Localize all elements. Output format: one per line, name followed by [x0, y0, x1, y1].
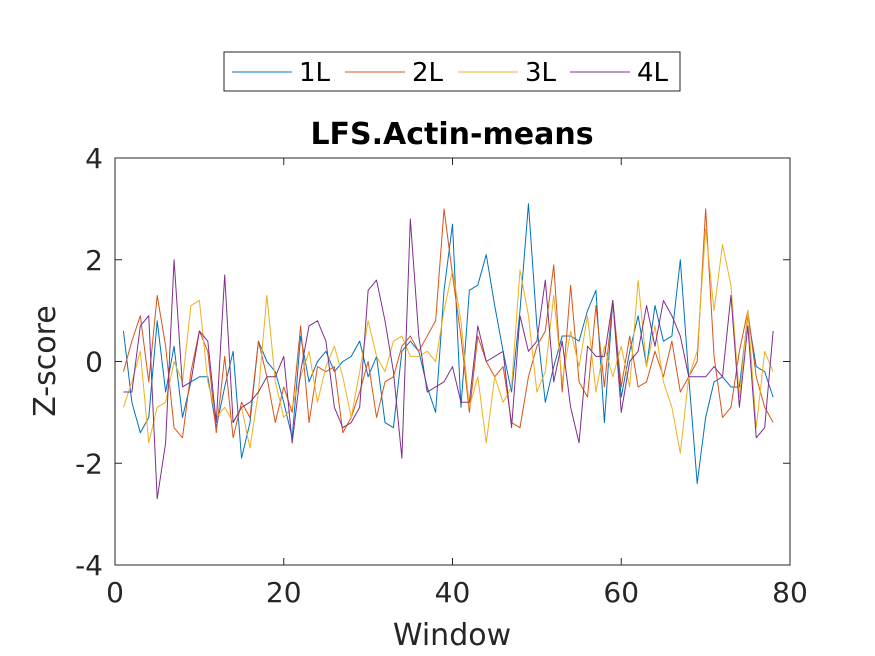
series-line-4L — [123, 218, 774, 500]
x-tick-label: 80 — [772, 576, 808, 609]
series-line-3L — [122, 228, 774, 454]
y-tick-label: 0 — [85, 346, 103, 379]
legend-label: 1L — [299, 58, 331, 88]
series-line-1L — [122, 203, 774, 485]
plot-area — [115, 158, 790, 565]
legend-item-2L: 2L — [345, 58, 444, 88]
legend: 1L 2L 3L 4L — [223, 51, 681, 92]
legend-item-1L: 1L — [232, 58, 331, 88]
legend-item-4L: 4L — [570, 58, 669, 88]
y-tick-label: 2 — [85, 244, 103, 277]
series-line-2L — [122, 208, 774, 439]
x-tick-label: 20 — [266, 576, 302, 609]
x-tick-label: 60 — [603, 576, 639, 609]
chart-title: LFS.Actin-means — [310, 117, 593, 152]
legend-item-3L: 3L — [458, 58, 557, 88]
y-tick-label: 4 — [85, 142, 103, 175]
x-tick-label: 40 — [435, 576, 471, 609]
legend-label: 4L — [637, 58, 669, 88]
y-tick-label: -4 — [75, 549, 103, 582]
legend-label: 2L — [412, 58, 444, 88]
series-layer — [122, 203, 774, 500]
y-axis-title: Z-score — [28, 305, 63, 416]
y-tick-label: -2 — [75, 447, 103, 480]
axis-ticks: 0 20 40 60 80 -4 -2 0 2 4 — [75, 142, 808, 609]
x-axis-title: Window — [393, 618, 511, 653]
x-tick-label: 0 — [106, 576, 124, 609]
legend-label: 3L — [525, 58, 557, 88]
